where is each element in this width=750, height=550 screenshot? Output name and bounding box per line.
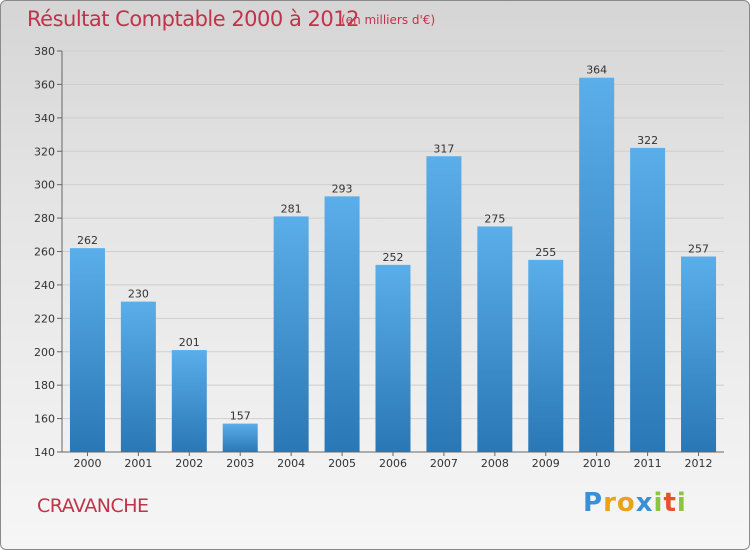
bar-value-label: 201	[179, 336, 200, 349]
y-tick-label: 220	[34, 312, 55, 325]
bar-value-label: 293	[332, 182, 353, 195]
x-tick-label: 2008	[481, 457, 509, 470]
logo-letter: t	[663, 488, 677, 518]
x-tick-label: 2006	[379, 457, 407, 470]
bar-value-label: 252	[383, 251, 404, 264]
logo-letter: i	[653, 488, 664, 518]
bar	[528, 259, 564, 452]
y-tick-label: 140	[34, 446, 55, 459]
bar	[273, 216, 309, 452]
x-tick-label: 2010	[583, 457, 611, 470]
x-tick-label: 2007	[430, 457, 458, 470]
x-tick-label: 2009	[532, 457, 560, 470]
bar-value-label: 322	[637, 134, 658, 147]
bar-value-label: 230	[128, 288, 149, 301]
y-tick-label: 320	[34, 145, 55, 158]
y-tick-label: 340	[34, 112, 55, 125]
bar	[222, 423, 258, 452]
x-tick-label: 2011	[634, 457, 662, 470]
bar	[426, 156, 462, 452]
bar-value-label: 262	[77, 234, 98, 247]
chart-subtitle: (en milliers d'€)	[341, 13, 436, 27]
bar-value-label: 157	[230, 410, 251, 423]
x-tick-label: 2012	[685, 457, 713, 470]
logo-letter: x	[635, 488, 654, 518]
logo-letter: i	[676, 488, 687, 518]
x-tick-label: 2000	[73, 457, 101, 470]
bar-value-label: 281	[281, 202, 302, 215]
bar-value-label: 255	[535, 246, 556, 259]
bar	[69, 248, 105, 452]
x-tick-label: 2003	[226, 457, 254, 470]
y-tick-label: 260	[34, 246, 55, 259]
y-tick-label: 180	[34, 379, 55, 392]
bar-value-label: 275	[484, 212, 505, 225]
bar	[579, 77, 615, 452]
bar	[120, 301, 156, 452]
y-tick-label: 360	[34, 78, 55, 91]
bar-value-label: 364	[586, 64, 607, 77]
proxiti-logo: Proxiti	[583, 488, 687, 518]
bar	[681, 256, 717, 452]
y-tick-label: 200	[34, 346, 55, 359]
y-tick-label: 300	[34, 179, 55, 192]
commune-name: CRAVANCHE	[37, 495, 149, 517]
bar	[630, 147, 666, 453]
x-tick-label: 2005	[328, 457, 356, 470]
x-tick-label: 2004	[277, 457, 305, 470]
chart-title: Résultat Comptable 2000 à 2012	[27, 7, 359, 31]
bar-value-label: 317	[433, 142, 454, 155]
bar	[477, 226, 513, 452]
logo-letter: r	[603, 488, 617, 518]
x-tick-label: 2002	[175, 457, 203, 470]
x-tick-label: 2001	[124, 457, 152, 470]
bar	[324, 196, 360, 452]
logo-letter: P	[583, 488, 604, 518]
y-tick-label: 160	[34, 413, 55, 426]
y-tick-label: 240	[34, 279, 55, 292]
logo-letter: o	[616, 488, 636, 518]
bar	[375, 264, 411, 452]
bar-value-label: 257	[688, 243, 709, 256]
y-tick-label: 280	[34, 212, 55, 225]
bar	[171, 350, 207, 452]
y-tick-label: 380	[34, 45, 55, 58]
